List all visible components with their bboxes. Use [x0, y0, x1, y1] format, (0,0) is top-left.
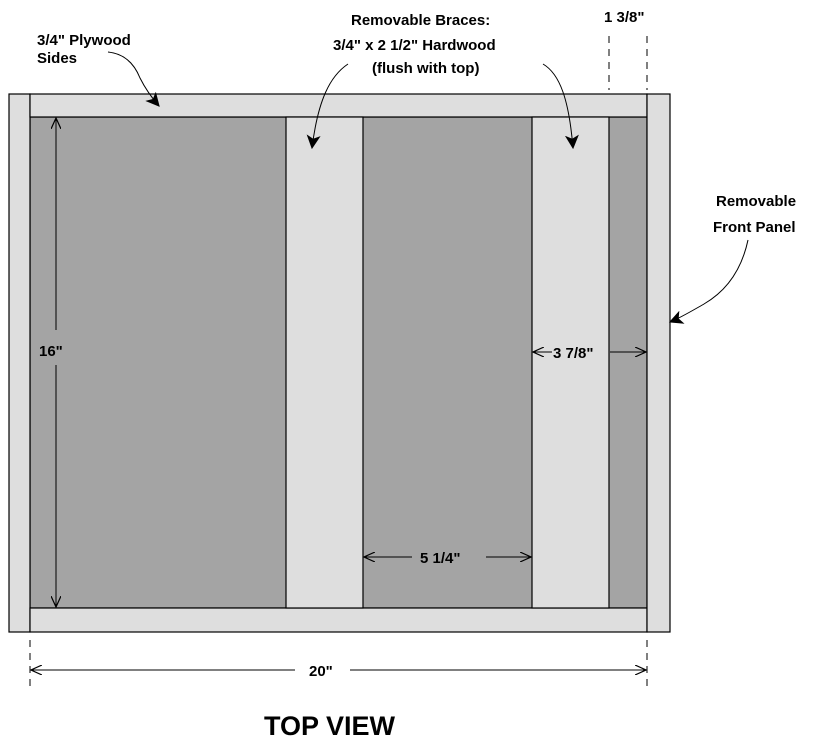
width-dimension: 20"	[29, 640, 648, 686]
braces-label-line2: 3/4" x 2 1/2" Hardwood	[333, 37, 496, 54]
view-title: TOP VIEW	[264, 711, 396, 741]
front-plywood-side	[29, 607, 648, 633]
front-panel-callout: Removable Front Panel	[668, 193, 796, 324]
brace-gap-dimension: 3 7/8"	[533, 345, 646, 362]
plywood-sides-callout: 3/4" Plywood Sides	[37, 32, 160, 107]
back-plywood-side	[29, 93, 648, 118]
plywood-sides-label-line1: 3/4" Plywood	[37, 32, 131, 49]
left-brace-arrow	[306, 63, 349, 150]
height-dimension: 16"	[39, 118, 63, 607]
braces-label-line3: (flush with top)	[372, 60, 479, 77]
right-gap-label: 1 3/8"	[604, 9, 644, 26]
brace-spacing-dimension: 5 1/4"	[364, 550, 531, 567]
removable-front-panel	[646, 93, 671, 633]
right-gap-dimension: 1 3/8"	[604, 9, 648, 90]
left-plywood-side	[8, 93, 31, 633]
plywood-sides-arrow	[107, 51, 160, 107]
front-panel-label-line1: Removable	[716, 193, 796, 210]
braces-label-line1: Removable Braces:	[351, 12, 490, 29]
right-brace-arrow	[542, 63, 579, 150]
front-panel-arrow	[668, 239, 749, 324]
plywood-sides-label-line2: Sides	[37, 50, 77, 67]
brace-gap-dimension-label: 3 7/8"	[553, 345, 593, 362]
width-dimension-label: 20"	[309, 663, 333, 680]
right-brace	[531, 116, 610, 609]
front-panel-label-line2: Front Panel	[713, 219, 796, 236]
braces-callout: Removable Braces: 3/4" x 2 1/2" Hardwood…	[306, 12, 579, 150]
box-structure	[8, 93, 671, 633]
left-brace	[285, 116, 364, 609]
brace-spacing-dimension-label: 5 1/4"	[420, 550, 460, 567]
height-dimension-label: 16"	[39, 343, 63, 360]
